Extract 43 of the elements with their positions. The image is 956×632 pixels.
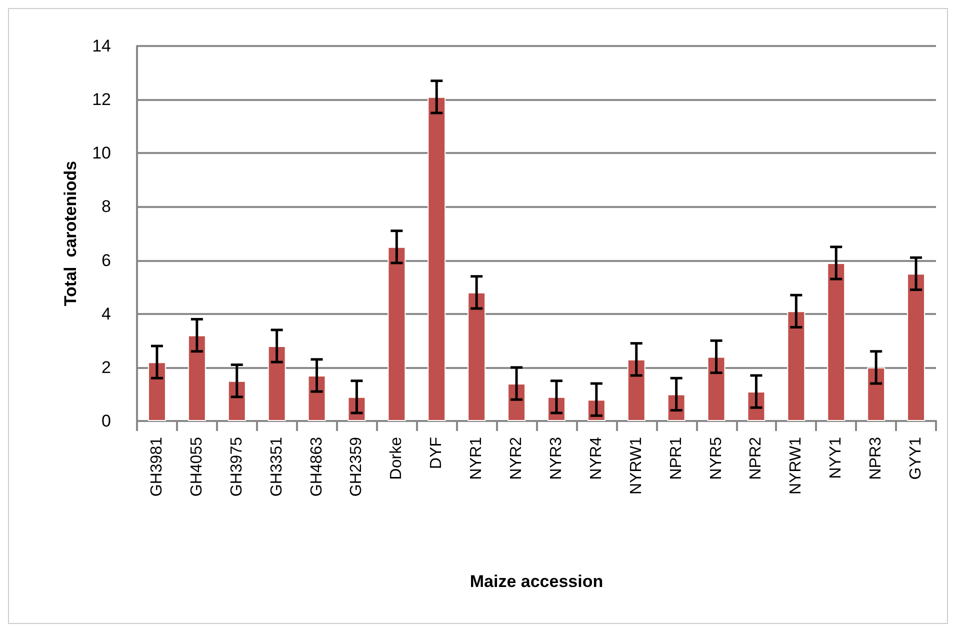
bar [388, 246, 406, 421]
x-tick-label: GH3975 [228, 436, 246, 497]
x-tick-label: NYR3 [548, 436, 565, 480]
y-tick-label: 10 [92, 144, 111, 163]
x-tick-label: Dorke [388, 436, 406, 480]
x-tick-label: NPR3 [868, 436, 885, 480]
x-axis-title: Maize accession [470, 572, 604, 591]
bar [428, 96, 446, 421]
x-tick-label: DYF [428, 436, 446, 469]
x-tick-label: GYY1 [908, 436, 925, 480]
x-tick-label: NYY1 [828, 436, 845, 479]
y-tick-label: 2 [102, 358, 111, 377]
x-tick-label: NYRW1 [788, 436, 805, 494]
bar [867, 367, 886, 421]
bar [308, 375, 326, 421]
bar [188, 335, 206, 421]
x-tick-label: NPR2 [748, 436, 765, 480]
x-tick-label: NYRW1 [628, 436, 645, 494]
bar [907, 274, 926, 421]
y-tick-label: 4 [102, 304, 111, 324]
bar [148, 362, 166, 421]
y-tick-label: 14 [92, 36, 111, 56]
x-tick-label: NYR5 [708, 436, 725, 480]
bar [468, 292, 486, 421]
y-tick-label: 8 [102, 197, 111, 216]
x-tick-label: GH3351 [268, 436, 286, 497]
x-tick-label: GH3981 [148, 436, 166, 497]
bar [827, 262, 846, 421]
x-tick-label: NYR4 [588, 436, 605, 480]
x-tick-label: GH4863 [308, 436, 326, 497]
y-tick-label: 6 [102, 250, 111, 270]
bar [268, 346, 286, 421]
x-tick-label: NYR2 [508, 436, 526, 480]
x-tick-label: NYR1 [468, 436, 486, 480]
bar [627, 359, 646, 421]
x-tick-label: GH4055 [188, 436, 206, 497]
x-tick-label: GH2359 [348, 436, 366, 497]
x-tick-label: NPR1 [668, 436, 685, 480]
bar [787, 311, 806, 421]
y-axis-title: Total caroteniods [61, 160, 80, 306]
bar [707, 356, 726, 421]
y-tick-label: 0 [102, 412, 111, 430]
y-tick-label: 12 [92, 90, 111, 110]
